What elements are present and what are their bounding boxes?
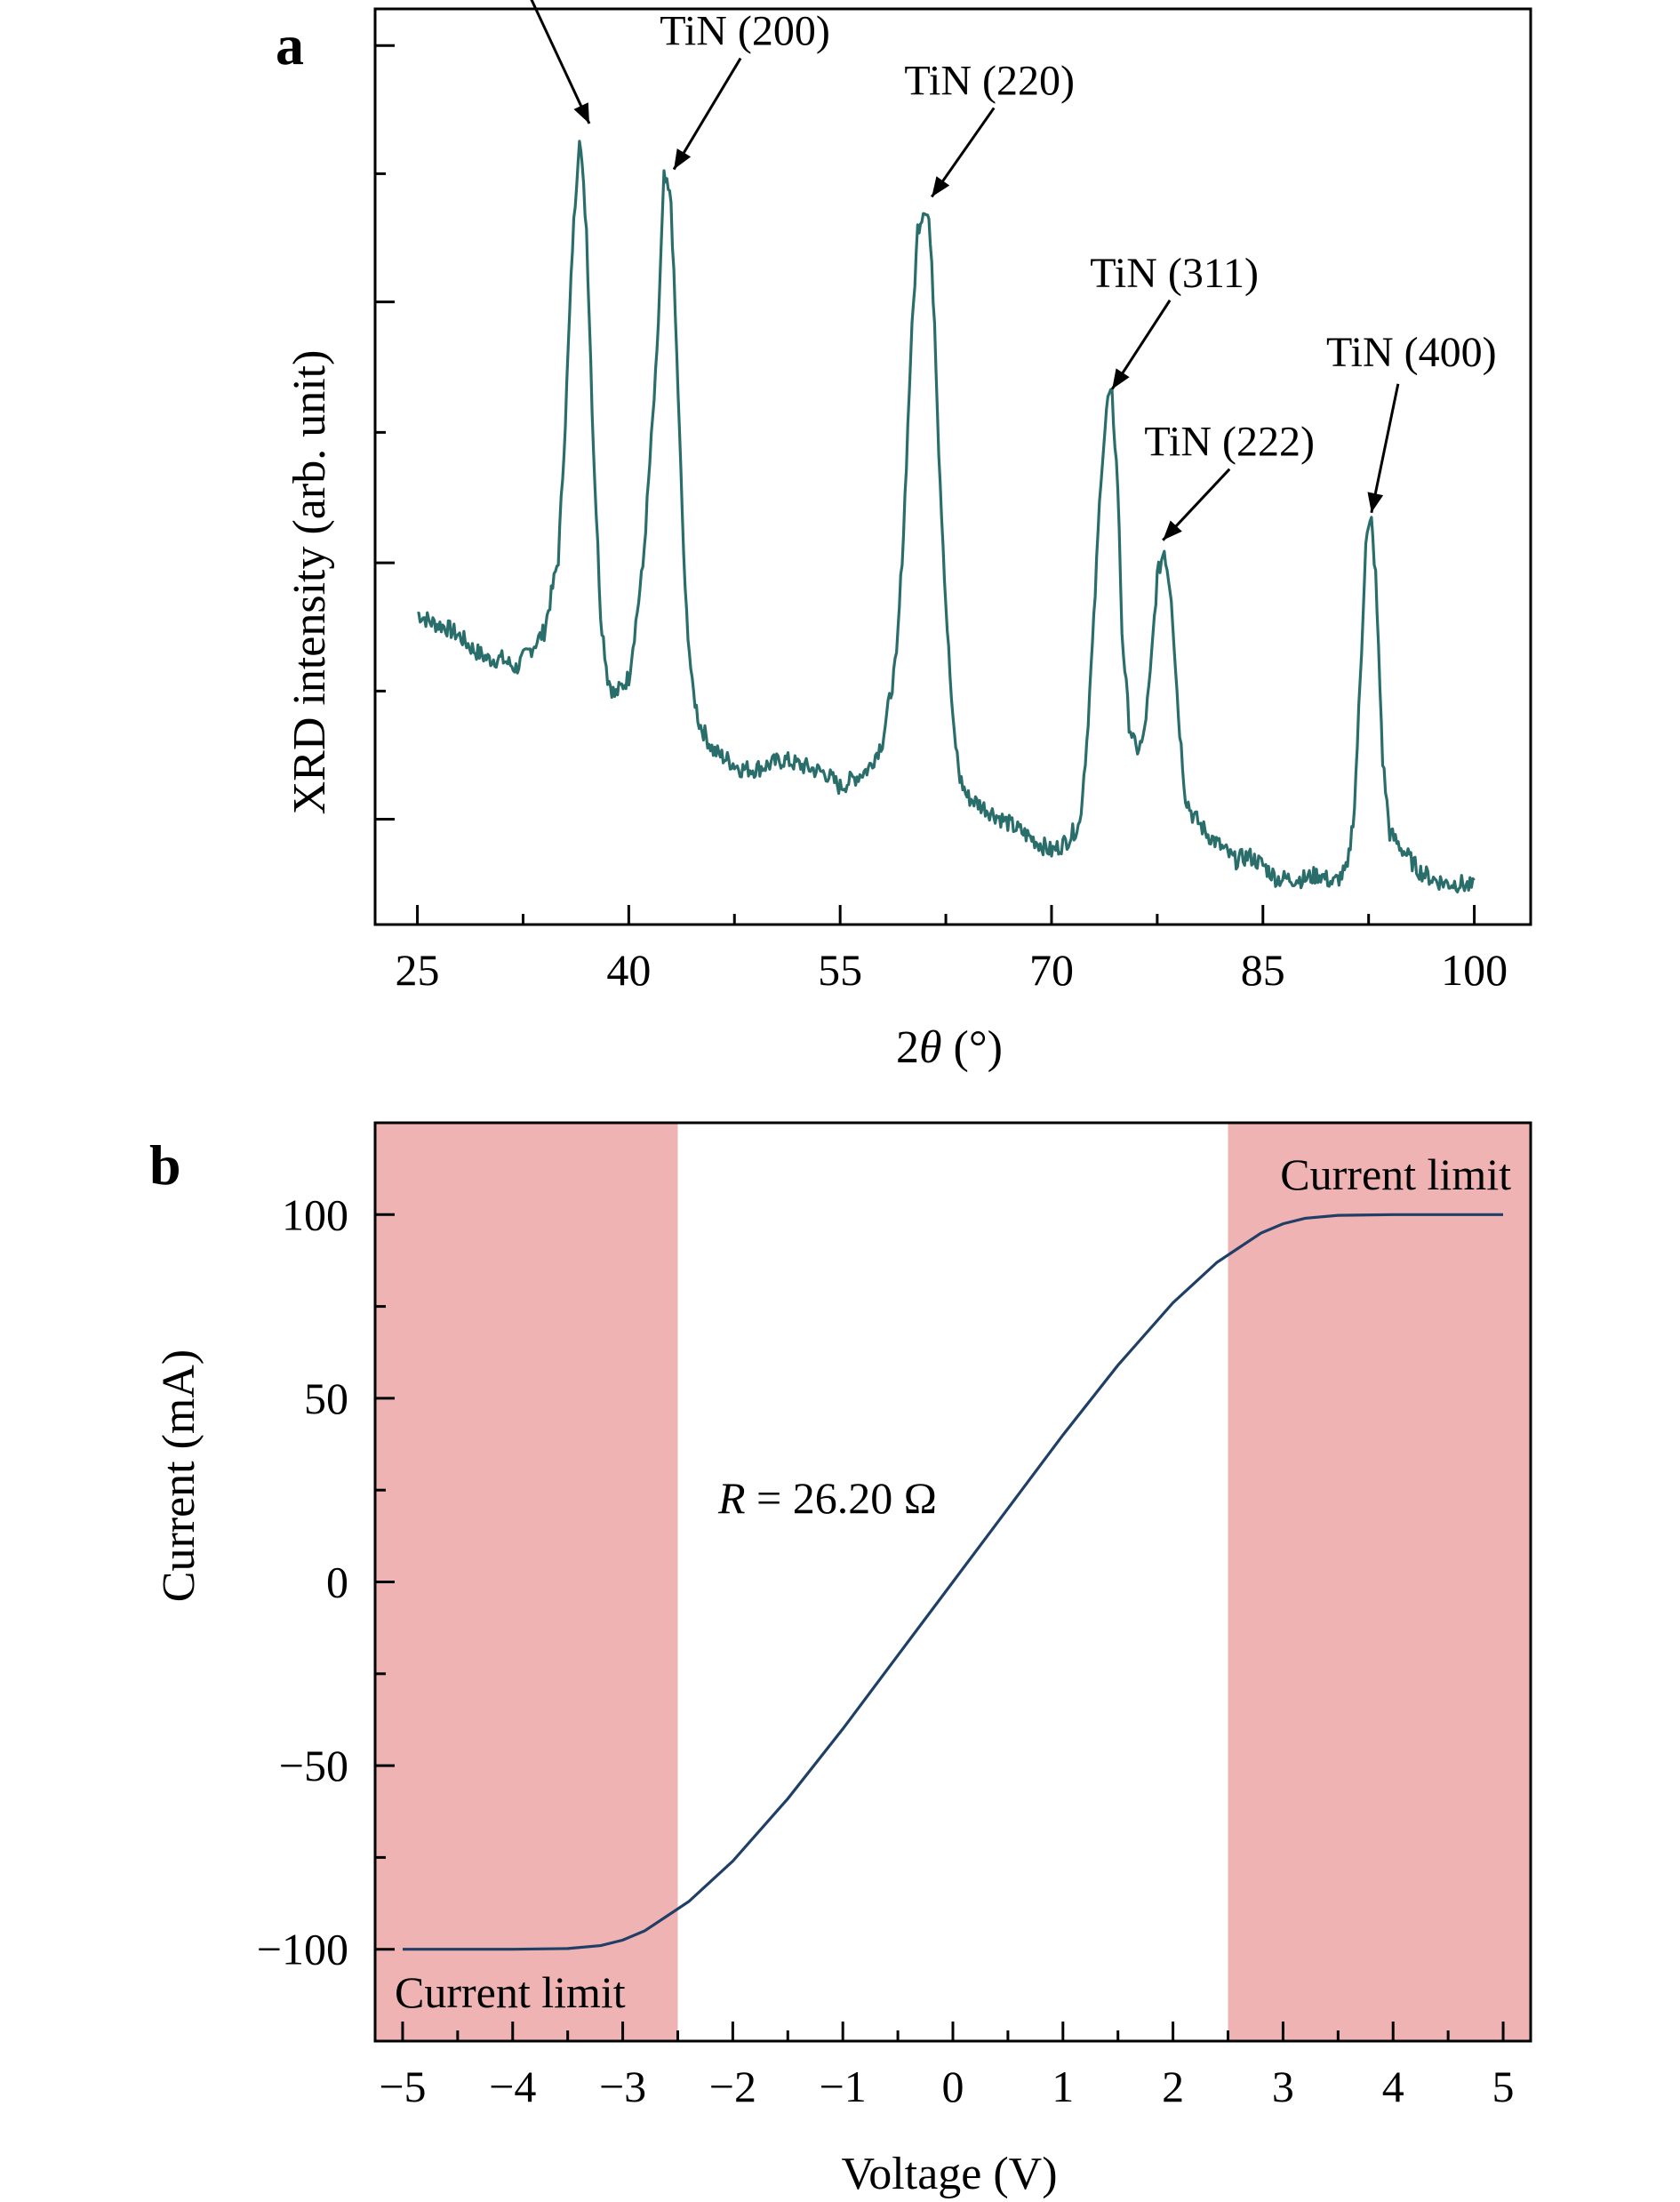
panel-b-x-tick-label: −3 (599, 2062, 646, 2111)
panel-b-y-tick-label: 100 (282, 1189, 348, 1239)
panel-a-peak-arrow-head (1367, 492, 1384, 513)
panel-a-peak-arrow-head (674, 148, 692, 170)
panel-b-letter: b (149, 1133, 181, 1197)
panel-a-xrd-series-line (417, 140, 1476, 893)
panel-b-y-axis-title: Current (mA) (154, 1349, 204, 1602)
panel-a-peak-arrow-shaft (672, 57, 742, 171)
panel-a-x-tick-label: 70 (1029, 945, 1074, 995)
panel-a-x-tick-label: 100 (1441, 945, 1508, 995)
panel-a-peak-arrow-shaft (530, 0, 591, 124)
panel-b-x-tick-label: 4 (1382, 2062, 1404, 2111)
panel-a-peak-arrow-head (573, 102, 589, 124)
panel-b-x-tick-label: 2 (1162, 2062, 1184, 2111)
panel-a-peak-label: TiN (200) (660, 8, 830, 55)
panel-b-current-limit-label-right: Current limit (1280, 1149, 1511, 1199)
panel-a-x-tick-label: 40 (606, 945, 651, 995)
panel-a-peak-label: TiN (220) (904, 57, 1075, 104)
panel-a-letter: a (276, 13, 304, 76)
panel-b-current-limit-regions (375, 1123, 1531, 2041)
panel-a-peak-arrow-shaft (1370, 383, 1400, 514)
panel-b-x-tick-label: −2 (709, 2062, 756, 2111)
panel-b-tick-labels: −5 −4 −3 −2 −1 0 1 2 3 4 5 −100 −50 0 50 100 (257, 1189, 1515, 2111)
panel-b-x-axis-title: Voltage (V) (841, 2149, 1057, 2199)
panel-b-current-limit-region (1228, 1123, 1531, 2041)
panel-a-x-tick-label: 25 (396, 945, 440, 995)
panel-a-tick-labels: 25 40 55 70 85 100 (396, 945, 1508, 995)
panel-b-x-tick-label: −5 (379, 2062, 426, 2111)
panel-b-x-tick-label: 3 (1272, 2062, 1294, 2111)
panel-a-ticks (375, 44, 1476, 925)
panel-a-x-tick-label: 55 (818, 945, 862, 995)
panel-b-y-tick-label: −100 (257, 1925, 348, 1974)
panel-a-x-tick-label: 85 (1241, 945, 1285, 995)
panel-a-peak-arrow-head (1163, 520, 1182, 540)
panel-a-peak-arrow-head (1112, 368, 1130, 389)
panel-a-x-axis-title: 2θ (°) (896, 1022, 1003, 1073)
panel-b-x-tick-label: −1 (820, 2062, 867, 2111)
panel-b-x-tick-label: −4 (489, 2062, 536, 2111)
panel-b-y-tick-label: −50 (279, 1741, 348, 1790)
panel-b-plot-frame (373, 1121, 1532, 2043)
panel-b-resistance-annotation: R = 26.20 Ω (717, 1473, 937, 1523)
panel-b-y-tick-label: 50 (304, 1373, 348, 1423)
panel-b-x-tick-label: 5 (1492, 2062, 1515, 2111)
panel-a-xrd-chart: a XRD intensity (arb. unit) 2θ (°) 25 40 5… (276, 0, 1532, 1073)
panel-b-x-tick-label: 1 (1052, 2062, 1074, 2111)
panel-b-current-limit-region (375, 1123, 678, 2041)
panel-a-peak-label: TiN (222) (1144, 419, 1315, 466)
panel-a-peak-label: TiN (311) (1090, 250, 1259, 297)
panel-a-y-axis-title: XRD intensity (arb. unit) (284, 350, 335, 815)
panel-b-iv-series-line (403, 1213, 1503, 1951)
panel-a-plot-frame (373, 7, 1532, 926)
panel-a-peak-arrow-head (932, 176, 950, 197)
panel-b-y-tick-label: 0 (326, 1557, 348, 1607)
panel-a-peak-label: TiN (400) (1326, 329, 1497, 376)
panel-b-x-tick-label: 0 (942, 2062, 964, 2111)
panel-b-iv-chart: b Current (mA) Voltage (V) −5 −4 −3 −2 −1 0 1 2… (149, 1121, 1532, 2199)
panel-a-peak-annotations: TiN (111)TiN (200)TiN (220)TiN (311)TiN … (530, 0, 1497, 541)
panel-b-current-limit-label-left: Current limit (395, 1967, 626, 2017)
